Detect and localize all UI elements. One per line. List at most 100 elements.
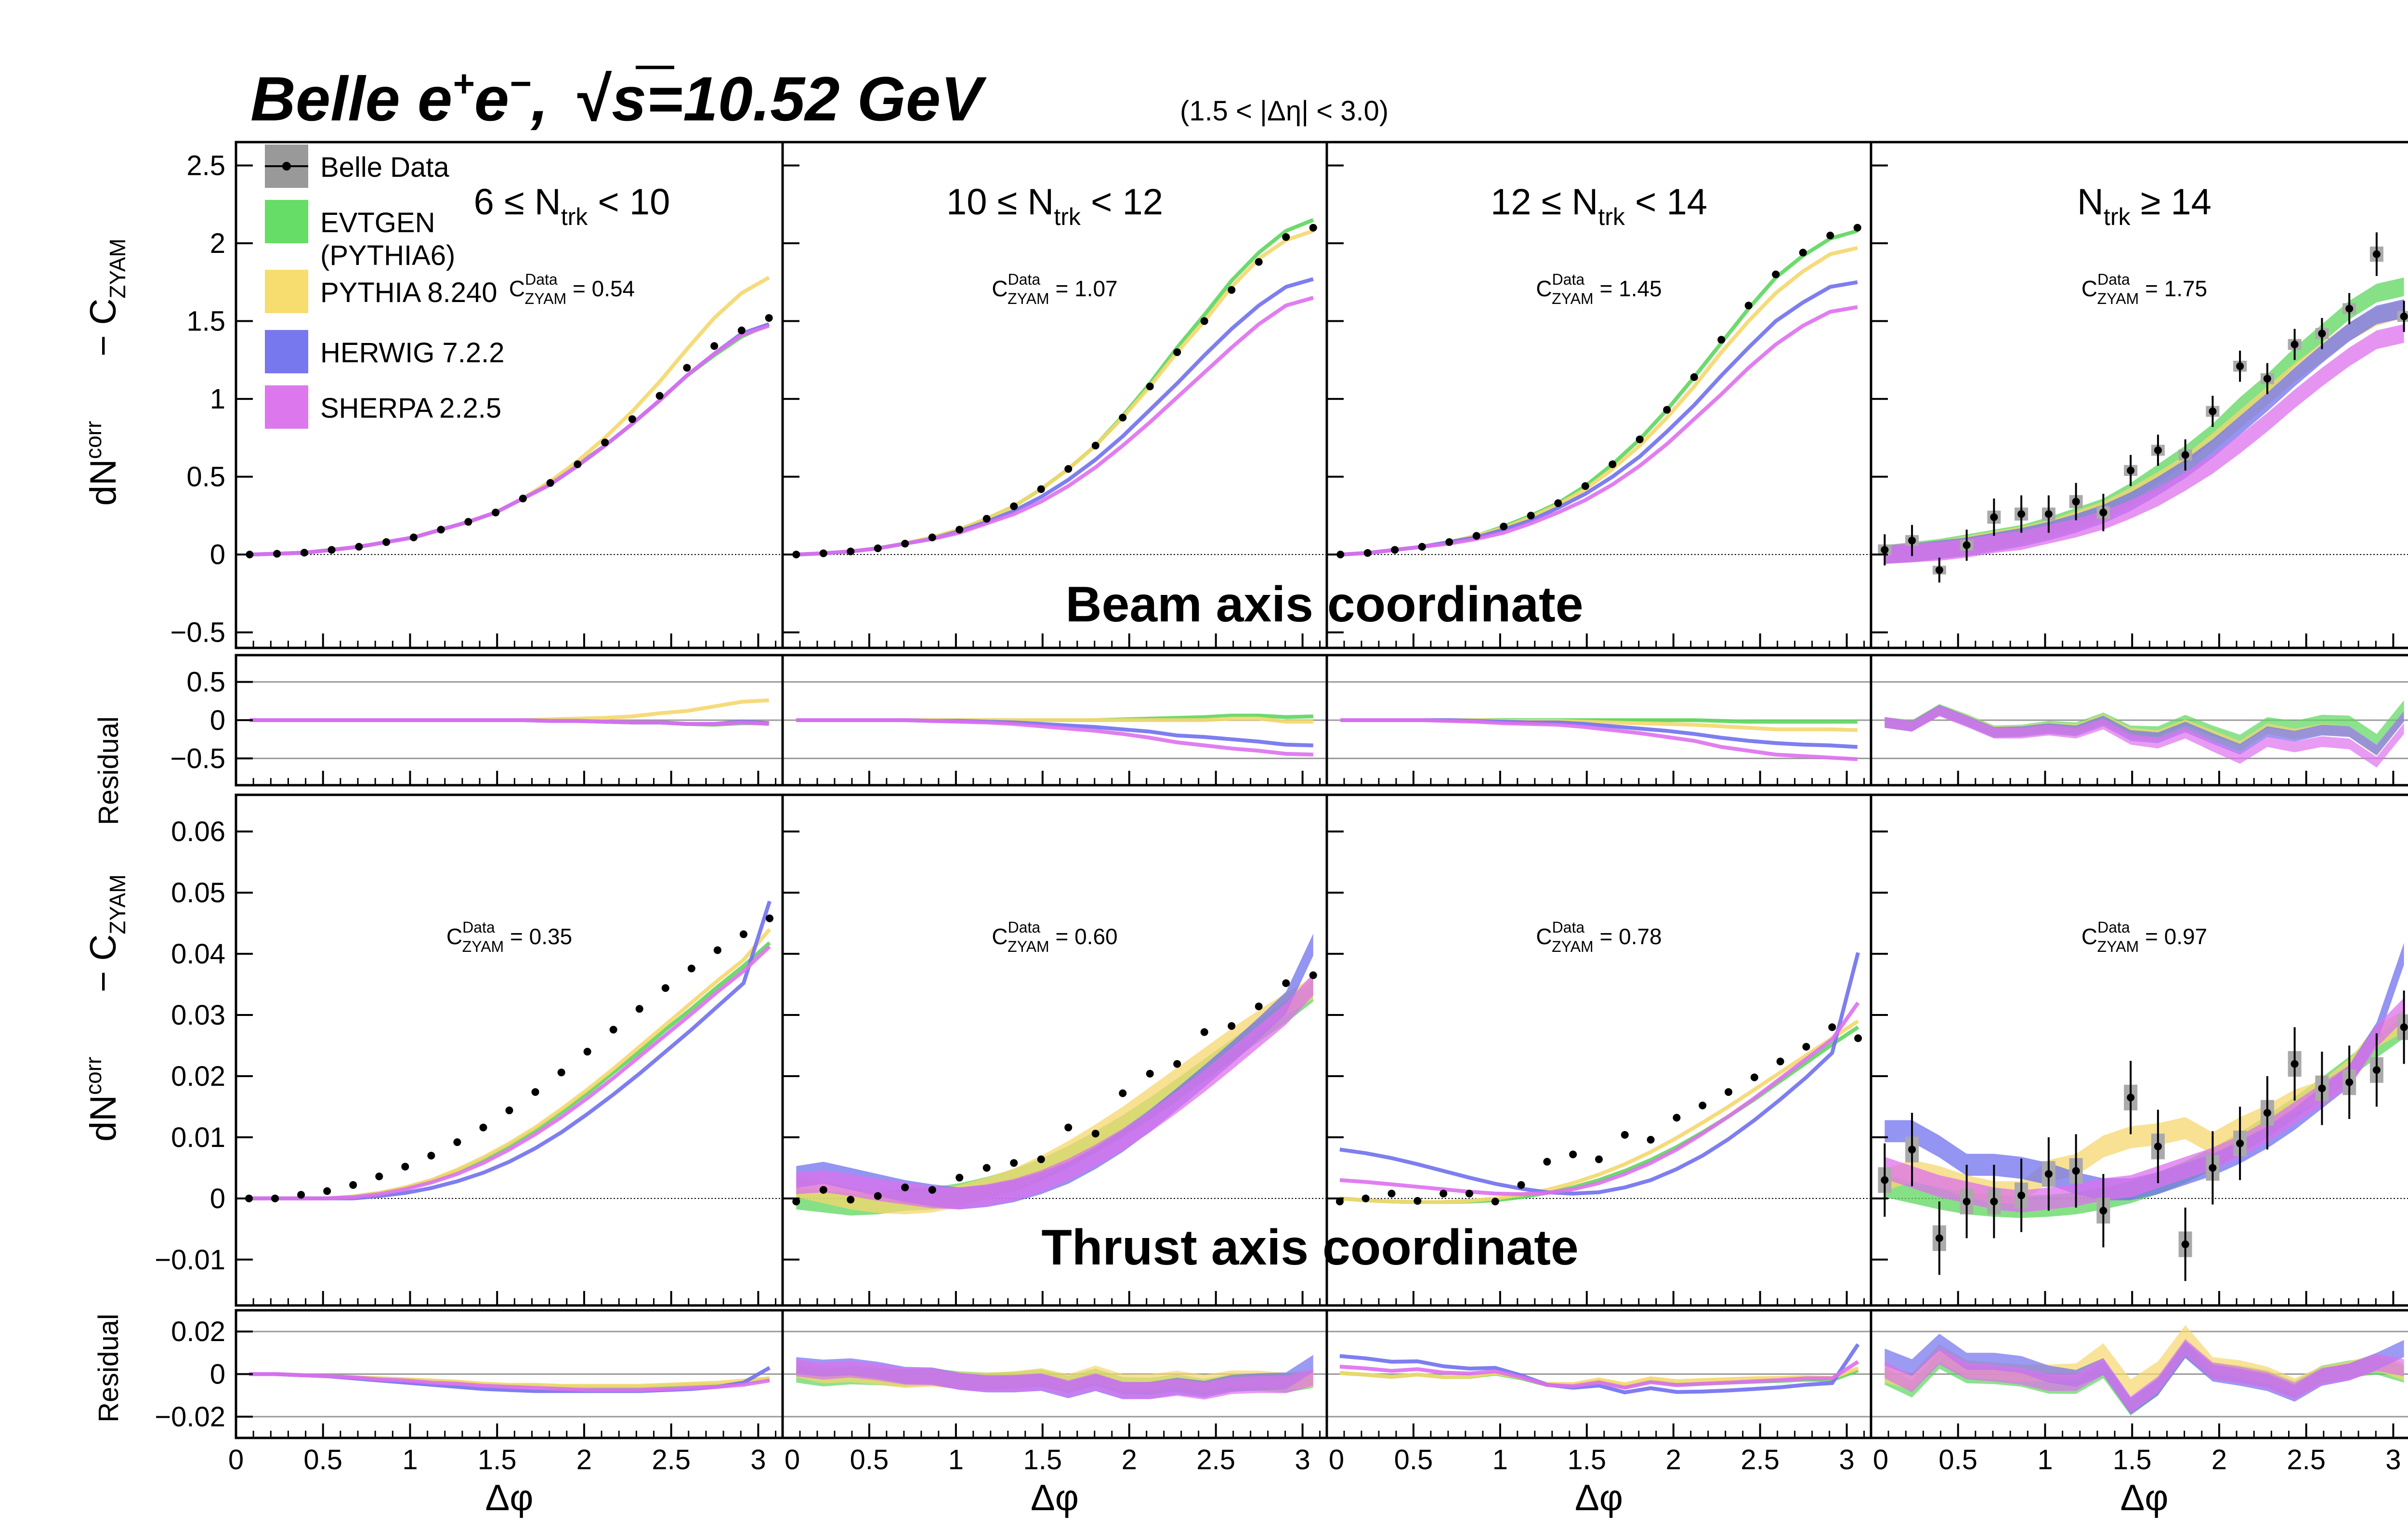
- x-tick-label: 0.5: [1394, 1444, 1433, 1475]
- sherpa-line: [1340, 305, 1858, 557]
- data-point: [1472, 532, 1480, 540]
- data-point: [661, 984, 669, 992]
- data-point: [300, 549, 308, 557]
- data-point: [847, 547, 855, 555]
- data-point: [901, 540, 909, 548]
- data-point: [713, 946, 721, 954]
- data-point: [1663, 406, 1671, 414]
- czyam-label: CData ZYAM = 0.54: [509, 271, 635, 307]
- data-point: [1799, 249, 1807, 257]
- sherpa-band: [1885, 324, 2404, 564]
- sherpa-line: [249, 324, 770, 557]
- y-tick-label: 0.05: [171, 877, 225, 909]
- y-tick-label: −0.01: [155, 1244, 225, 1276]
- data-point: [635, 1005, 643, 1013]
- data-point: [2072, 1167, 2080, 1175]
- sherpa-residual-line: [796, 718, 1313, 757]
- x-tick-label: 1: [948, 1444, 964, 1475]
- x-tick-label: 2: [1122, 1444, 1137, 1475]
- czyam-label: CData ZYAM = 0.78: [1536, 919, 1662, 955]
- sherpa-line: [249, 945, 771, 1200]
- x-axis-label: Δφ: [1031, 1477, 1079, 1518]
- data-point: [1255, 1002, 1263, 1011]
- data-point: [1037, 1155, 1045, 1163]
- x-axis-label: Δφ: [1575, 1477, 1623, 1518]
- data-point: [401, 1162, 409, 1171]
- data-point: [765, 314, 773, 322]
- data-point: [1990, 1198, 1998, 1206]
- data-point: [2263, 1109, 2271, 1117]
- ntrk-label: 12 ≤ Ntrk < 14: [1491, 182, 1707, 230]
- data-point: [2236, 362, 2244, 370]
- data-point: [375, 1172, 383, 1181]
- main-frame: [235, 793, 784, 1307]
- data-point: [437, 526, 445, 534]
- x-tick-label: 2: [2212, 1444, 2227, 1475]
- data-point: [765, 914, 773, 922]
- x-tick-label: 3: [1839, 1444, 1854, 1475]
- sherpa-residual-line: [1340, 718, 1858, 761]
- czyam-label: CData ZYAM = 0.97: [2081, 919, 2207, 955]
- x-tick-label: 3: [2385, 1444, 2401, 1475]
- data-point: [382, 538, 391, 546]
- thrust-axis-label: Thrust axis coordinate: [1041, 1220, 1578, 1276]
- y-tick-label: 2: [210, 228, 225, 259]
- svg-text:dNcorr: dNcorr: [81, 1057, 124, 1142]
- pythia-residual-line: [1339, 1366, 1859, 1386]
- data-point: [847, 1196, 855, 1204]
- svg-text:Residual: Residual: [93, 1314, 124, 1423]
- data-point: [955, 1173, 964, 1182]
- data-point: [1935, 1234, 1943, 1242]
- data-point: [323, 1187, 331, 1195]
- x-tick-label: 0.5: [303, 1444, 342, 1475]
- x-tick-label: 2.5: [1741, 1444, 1780, 1475]
- data-point: [2290, 1060, 2299, 1068]
- data-point: [1595, 1155, 1603, 1163]
- data-point: [1881, 546, 1889, 554]
- data-point: [2127, 466, 2135, 474]
- data-point: [2154, 446, 2162, 454]
- data-point: [464, 518, 472, 526]
- data-point: [2400, 1023, 2408, 1031]
- data-point: [2372, 1066, 2381, 1074]
- data-point: [1717, 336, 1726, 344]
- data-point: [1826, 231, 1834, 239]
- data-point: [2345, 304, 2354, 313]
- data-point: [819, 1186, 827, 1194]
- y-tick-label: 1: [210, 383, 225, 415]
- y-tick-label: 0: [210, 1183, 225, 1214]
- data-point: [1853, 224, 1861, 232]
- data-point: [982, 1164, 991, 1172]
- data-point: [2017, 1191, 2026, 1199]
- figure-title: Belle e+e−, √s=10.52 GeV: [250, 62, 987, 134]
- data-point: [1363, 549, 1372, 557]
- data-point: [2209, 1164, 2217, 1172]
- data-point: [574, 460, 582, 468]
- herwig-band: [1885, 299, 2404, 564]
- data-point: [1491, 1198, 1499, 1206]
- data-point: [519, 494, 527, 502]
- data-point: [792, 1198, 800, 1206]
- sherpa-band: [1885, 998, 2404, 1212]
- y-tick-label: 0.06: [171, 816, 225, 847]
- herwig-residual-line: [1340, 718, 1858, 749]
- data-point: [2400, 312, 2408, 320]
- herwig-line: [1339, 952, 1860, 1196]
- y-tick-label: 0: [210, 539, 225, 570]
- data-point: [928, 533, 936, 541]
- data-point: [1119, 1089, 1127, 1097]
- data-point: [1010, 1159, 1018, 1167]
- data-point: [1064, 1123, 1073, 1132]
- evtgen-line: [796, 218, 1314, 557]
- czyam-label: CData ZYAM = 1.07: [992, 271, 1117, 307]
- data-point: [1010, 502, 1018, 510]
- data-point: [1881, 1176, 1889, 1184]
- data-point: [1282, 233, 1290, 241]
- data-point: [2263, 375, 2271, 383]
- residual-y-tick-label: −0.02: [155, 1401, 225, 1433]
- data-point: [1527, 512, 1535, 520]
- data-point: [2181, 1240, 2189, 1249]
- legend-swatch: [265, 270, 308, 313]
- data-point: [1621, 1131, 1629, 1139]
- y-tick-label: 0.5: [186, 461, 225, 493]
